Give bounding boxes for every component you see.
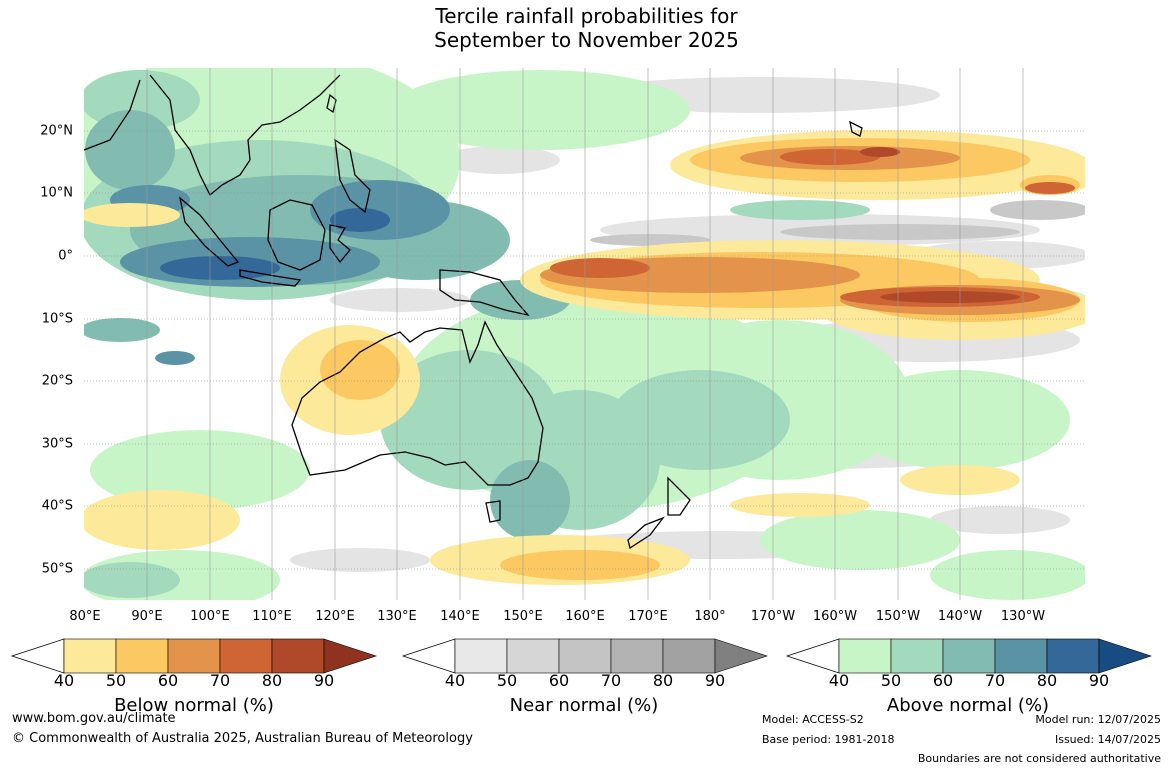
- sulawesi-outline: [329, 224, 351, 264]
- colorbar-swatch: [994, 638, 1048, 674]
- colorbar-swatch: [63, 638, 117, 674]
- lon-label-170e: 170°E: [628, 609, 668, 624]
- colorbar-swatch: [219, 638, 273, 674]
- lat-label-30s: 30°S: [41, 436, 73, 452]
- lat-label-20n: 20°N: [40, 123, 73, 139]
- lat-label-20s: 20°S: [41, 373, 73, 389]
- lon-label-160e: 160°E: [565, 609, 605, 624]
- lon-label-160w: 160°W: [812, 609, 858, 624]
- tasmania-outline: [485, 500, 501, 523]
- lat-label-40s: 40°S: [41, 498, 73, 514]
- lon-label-140e: 140°E: [440, 609, 480, 624]
- colorbar-swatch: [1046, 638, 1100, 674]
- colorbar-swatch: [838, 638, 892, 674]
- colorbar-tick: 50: [880, 671, 902, 690]
- colorbar-tick: 40: [444, 671, 466, 690]
- india-coast: [84, 79, 141, 151]
- colorbar-tick: 50: [496, 671, 518, 690]
- colorbar-below-normal: [10, 638, 377, 674]
- title-line-2: September to November 2025: [434, 28, 739, 52]
- colorbar-tick: 40: [828, 671, 850, 690]
- colorbar-tick: 60: [548, 671, 570, 690]
- coastlines: [84, 74, 863, 550]
- colorbar-tick: 80: [652, 671, 674, 690]
- colorbar-tick: 90: [704, 671, 726, 690]
- colorbar-tick: 90: [313, 671, 335, 690]
- footer-url[interactable]: www.bom.gov.au/climate: [12, 711, 176, 726]
- lon-label-170w: 170°W: [750, 609, 796, 624]
- footer-issued: Issued: 14/07/2025: [1054, 733, 1161, 746]
- new-guinea-outline: [439, 269, 530, 317]
- colorbar-tick: 60: [157, 671, 179, 690]
- colorbar-swatch: [558, 638, 612, 674]
- colorbar-tick: 50: [105, 671, 127, 690]
- footer-model: Model: ACCESS-S2: [762, 713, 864, 726]
- colorbar-swatch: [1098, 638, 1152, 674]
- colorbar-tick: 80: [261, 671, 283, 690]
- colorbar-swatch: [323, 638, 377, 674]
- java-outline: [239, 269, 302, 287]
- philippines-outline: [334, 138, 371, 214]
- colorbar-tick: 80: [1036, 671, 1058, 690]
- map-title: Tercile rainfall probabilities for Septe…: [0, 4, 1173, 52]
- lat-label-10s: 10°S: [41, 311, 73, 327]
- lon-label-130w: 130°W: [1000, 609, 1046, 624]
- colorbar-swatch: [714, 638, 768, 674]
- rainfall-probability-map: [84, 68, 1085, 600]
- colorbar-tick: 70: [984, 671, 1006, 690]
- colorbar-swatch: [271, 638, 325, 674]
- lon-label-120e: 120°E: [315, 609, 355, 624]
- colorbar-tick: 70: [600, 671, 622, 690]
- colorbar-swatch: [942, 638, 996, 674]
- footer-disclaimer: Boundaries are not considered authoritat…: [917, 752, 1161, 765]
- lon-label-130e: 130°E: [377, 609, 417, 624]
- colorbar-swatch: [662, 638, 716, 674]
- lon-label-100e: 100°E: [190, 609, 230, 624]
- australia-outline: [291, 320, 544, 486]
- mainland-asia-coast: [149, 74, 341, 197]
- colorbar-swatch: [454, 638, 508, 674]
- colorbar-tick: 60: [932, 671, 954, 690]
- borneo-outline: [267, 199, 326, 271]
- colorbar-tick: 40: [53, 671, 75, 690]
- footer-base-period: Base period: 1981-2018: [762, 733, 895, 746]
- colorbar-swatch: [610, 638, 664, 674]
- colorbar-title-below-normal: Below normal (%): [114, 695, 274, 716]
- lon-label-150w: 150°W: [875, 609, 921, 624]
- colorbar-above-normal: [785, 638, 1152, 674]
- hawaii-outline: [849, 120, 863, 137]
- colorbar-tick: 70: [209, 671, 231, 690]
- below-normal-region-80: [860, 147, 1020, 303]
- longitude-gridlines: [146, 68, 1024, 600]
- lat-label-50s: 50°S: [41, 561, 73, 577]
- lon-label-180: 180°: [694, 609, 726, 624]
- colorbar-near-normal: [401, 638, 768, 674]
- lon-label-140w: 140°W: [937, 609, 983, 624]
- sumatra-outline: [178, 196, 240, 267]
- latitude-gridlines: [84, 130, 1085, 570]
- colorbar-swatch: [115, 638, 169, 674]
- lon-label-110e: 110°E: [252, 609, 292, 624]
- lon-label-150e: 150°E: [503, 609, 543, 624]
- colorbar-title-near-normal: Near normal (%): [509, 695, 659, 716]
- above-normal-region-80: [160, 208, 390, 280]
- colorbar-swatch: [167, 638, 221, 674]
- colorbar-tick: 90: [1088, 671, 1110, 690]
- footer-copyright: © Commonwealth of Australia 2025, Austra…: [12, 731, 473, 746]
- lon-label-90e: 90°E: [131, 609, 163, 624]
- colorbar-swatch: [890, 638, 944, 674]
- lat-label-10n: 10°N: [40, 185, 73, 201]
- colorbar-swatch: [506, 638, 560, 674]
- lat-label-0: 0°: [58, 248, 73, 264]
- taiwan-outline: [326, 93, 337, 114]
- footer-model-run: Model run: 12/07/2025: [1035, 713, 1161, 726]
- colorbar-title-above-normal: Above normal (%): [886, 695, 1050, 716]
- title-line-1: Tercile rainfall probabilities for: [435, 4, 738, 28]
- lon-label-80e: 80°E: [69, 609, 101, 624]
